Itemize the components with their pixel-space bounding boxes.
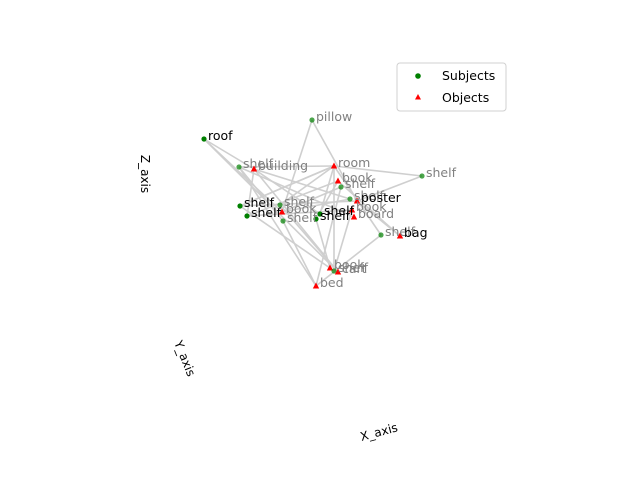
x-axis-label: X_axis	[359, 420, 400, 443]
edge-line	[356, 200, 401, 237]
subject-marker	[277, 202, 283, 208]
object-marker	[330, 162, 338, 169]
subject-marker	[237, 203, 243, 209]
node-label: shelf	[345, 176, 376, 191]
node-label: shelf	[354, 188, 385, 203]
legend-frame	[396, 62, 507, 112]
node-label: shelf	[284, 194, 315, 209]
legend-subjects-label: Subjects	[442, 68, 495, 83]
edge-line	[279, 165, 335, 206]
node-label: cart	[342, 261, 367, 276]
node-label: room	[338, 155, 370, 170]
edge-line	[238, 165, 335, 168]
edge-line	[281, 186, 342, 213]
node-label: building	[258, 158, 308, 173]
node-label: shelf	[324, 203, 355, 218]
node-label: board	[358, 206, 394, 221]
nodes-layer	[201, 117, 425, 289]
subject-marker	[338, 184, 344, 190]
legend-subject-marker	[415, 73, 421, 79]
node-label: shelf	[251, 205, 282, 220]
subject-marker	[309, 117, 315, 123]
object-marker	[334, 177, 342, 184]
node-label: shelf	[243, 156, 274, 171]
edge-line	[238, 166, 284, 222]
edge-line	[246, 168, 255, 217]
object-marker	[278, 208, 286, 215]
object-marker	[348, 206, 356, 213]
edge-line	[203, 138, 339, 273]
node-label: book	[286, 201, 317, 216]
edge-line	[281, 198, 351, 213]
legend: Subjects Objects	[396, 62, 507, 112]
node-label: book	[334, 257, 365, 272]
edge-line	[203, 138, 255, 170]
subject-marker	[201, 136, 207, 142]
edge-line	[333, 165, 423, 177]
edge-line	[319, 165, 335, 215]
subject-marker	[317, 211, 323, 217]
legend-objects-label: Objects	[442, 90, 489, 105]
edge-line	[246, 209, 353, 217]
subject-marker	[313, 216, 319, 222]
edge-line	[282, 220, 317, 287]
node-label: shelf	[426, 165, 457, 180]
subject-marker	[347, 196, 353, 202]
subject-marker	[419, 173, 425, 179]
node-label: shelf	[287, 210, 318, 225]
edge-line	[315, 218, 331, 269]
y-axis-label: Y_axis	[171, 338, 198, 379]
node-label: poster	[361, 190, 402, 205]
node-label: roof	[208, 128, 233, 143]
legend-object-marker	[415, 94, 421, 100]
node-label: shelf	[338, 260, 369, 275]
node-label: shelf	[244, 195, 275, 210]
object-marker	[334, 268, 342, 275]
object-marker	[326, 264, 334, 271]
edges-layer	[203, 119, 423, 287]
object-marker	[250, 165, 258, 172]
node-label: bag	[404, 225, 428, 240]
object-marker	[353, 197, 361, 204]
subject-marker	[280, 218, 286, 224]
z-axis-label: Z_axis	[138, 155, 152, 193]
node-label: bed	[320, 275, 344, 290]
edge-line	[246, 180, 339, 217]
subject-marker	[244, 213, 250, 219]
edge-line	[356, 175, 423, 202]
object-marker	[396, 232, 404, 239]
edge-line	[333, 209, 353, 272]
subject-marker	[331, 268, 337, 274]
subject-marker	[378, 232, 384, 238]
edge-line	[315, 234, 382, 287]
node-label: shelf	[320, 208, 351, 223]
edge-line	[315, 186, 342, 287]
node-label: book	[356, 199, 387, 214]
node-label: shelf	[385, 224, 416, 239]
object-marker	[350, 213, 358, 220]
subject-marker	[236, 164, 242, 170]
edge-line	[239, 165, 335, 207]
node-label: book	[342, 170, 373, 185]
node-label: pillow	[316, 109, 352, 124]
object-marker	[312, 282, 320, 289]
